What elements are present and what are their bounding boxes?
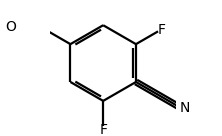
Text: O: O [5,20,16,34]
Text: F: F [157,23,165,37]
Text: F: F [99,123,107,136]
Text: N: N [180,101,190,115]
